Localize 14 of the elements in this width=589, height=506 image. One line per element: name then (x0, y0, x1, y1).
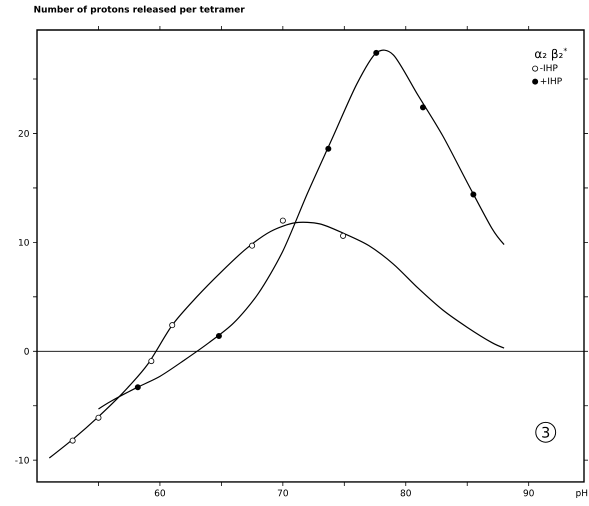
x-tick-label: 60 (154, 490, 166, 496)
legend-label: -IHP (540, 64, 558, 72)
x-tick-label: 70 (278, 490, 288, 496)
y-tick-label: -10 (15, 456, 29, 464)
legend-title: α₂ β₂$^{*}$ (535, 48, 568, 61)
x-tick-label: 80 (400, 490, 411, 496)
legend-label: +IHP (540, 78, 562, 84)
annotation: 3 (542, 426, 550, 438)
y-tick-label: 20 (18, 130, 29, 137)
y-tick-label: 0 (24, 348, 29, 355)
y-axis-title: Number of protons released per tetramer (34, 6, 245, 14)
x-tick-label: 90 (524, 490, 534, 496)
y-tick-label: 10 (19, 238, 29, 246)
x-axis-title: pH (576, 490, 588, 498)
